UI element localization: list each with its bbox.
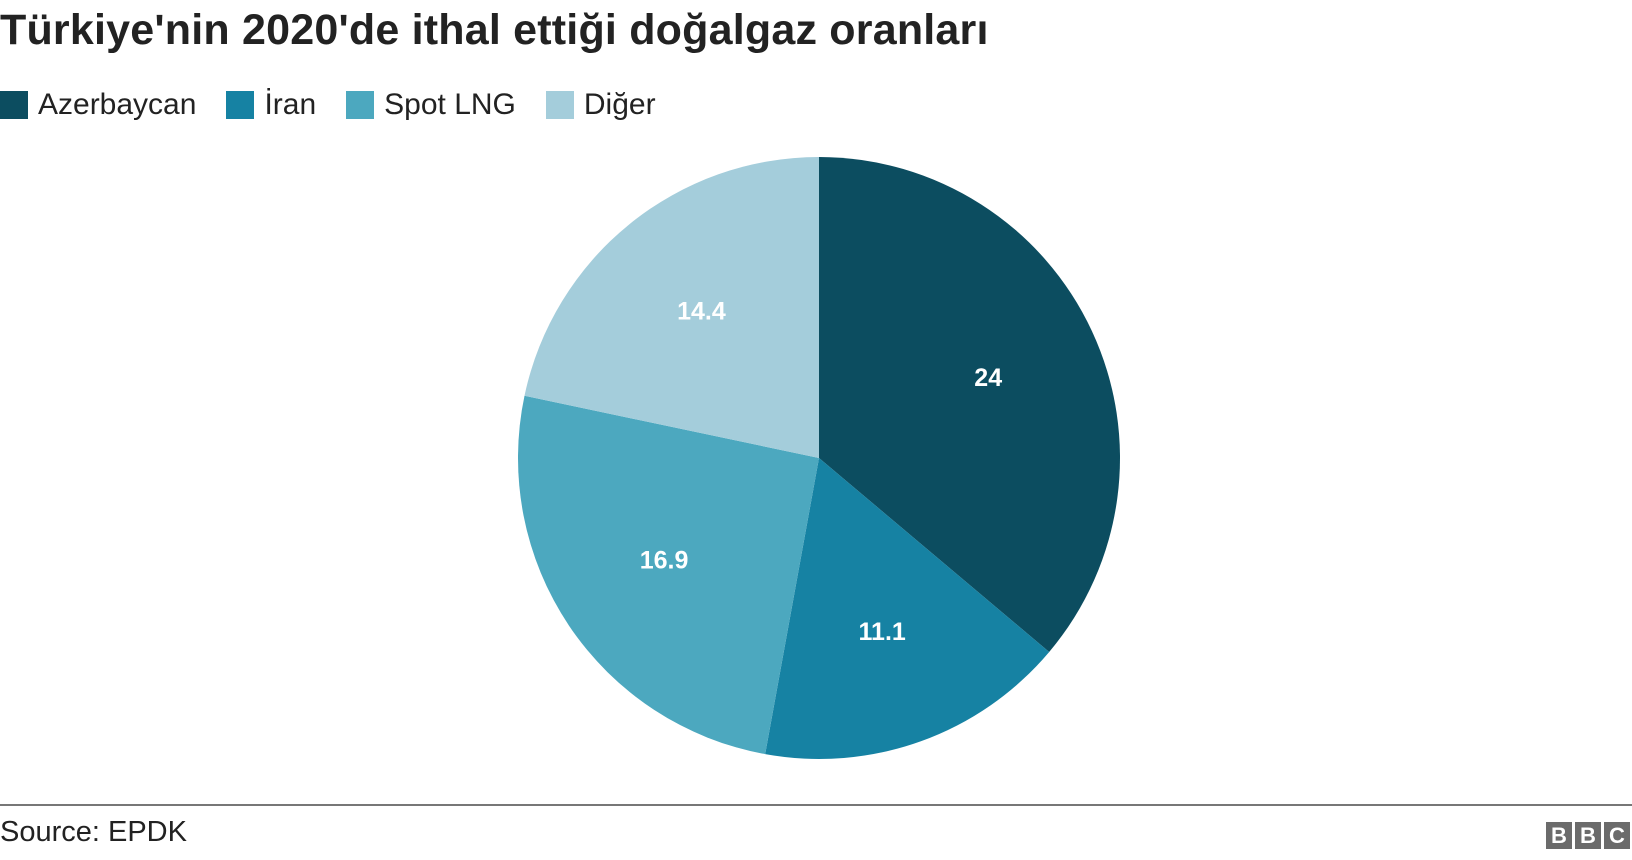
data-label-iran: 11.1: [859, 618, 906, 646]
legend-label-diger: Diğer: [583, 88, 656, 121]
bbc-logo-block: B: [1575, 822, 1601, 849]
data-label-azerbaycan: 24: [974, 364, 1002, 392]
footer-divider: [0, 804, 1632, 806]
legend-swatch-azerbaycan: [0, 91, 28, 119]
bbc-logo: B B C: [1543, 822, 1630, 849]
data-label-spot-lng: 16.9: [640, 547, 689, 575]
bbc-logo-block: B: [1546, 822, 1572, 849]
legend-item-diger: Diğer: [545, 88, 656, 122]
pie-chart: 24 11.1 16.9 14.4: [518, 156, 1120, 759]
legend-label-spot-lng: Spot LNG: [384, 88, 516, 121]
chart-legend: Azerbaycan İran Spot LNG Diğer: [0, 88, 686, 122]
data-label-diger: 14.4: [677, 298, 726, 326]
pie-slice-iran: [765, 458, 1050, 759]
legend-label-iran: İran: [264, 88, 317, 121]
legend-item-iran: İran: [226, 88, 316, 122]
legend-label-azerbaycan: Azerbaycan: [38, 88, 197, 121]
legend-swatch-iran: [226, 91, 255, 119]
pie-slice-spot-lng: [518, 395, 819, 755]
source-note: Source: EPDK: [0, 816, 187, 848]
bbc-logo-block: C: [1604, 822, 1630, 849]
legend-swatch-spot-lng: [346, 91, 375, 119]
legend-item-spot-lng: Spot LNG: [346, 88, 516, 122]
pie-slice-diger: [524, 156, 819, 458]
pie-slice-azerbaycan: [819, 157, 1120, 652]
legend-item-azerbaycan: Azerbaycan: [0, 88, 196, 122]
legend-swatch-diger: [545, 91, 574, 119]
chart-title: Türkiye'nin 2020'de ithal ettiği doğalga…: [0, 6, 989, 54]
